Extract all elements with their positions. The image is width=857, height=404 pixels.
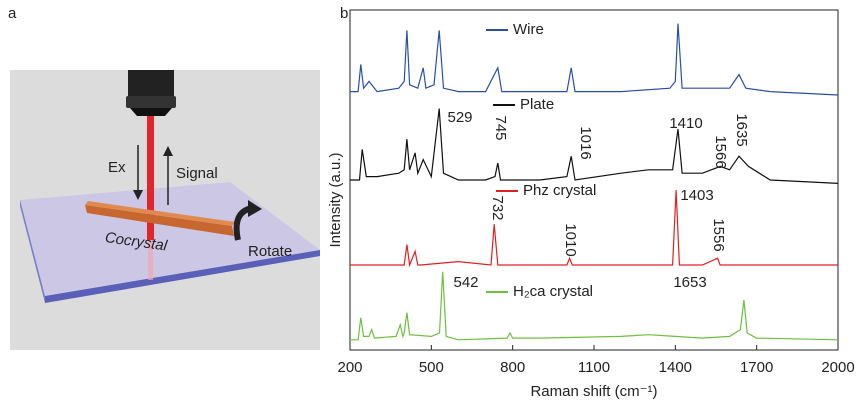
- panel-label: b: [340, 5, 348, 22]
- peak-label: 732: [489, 195, 506, 220]
- peak-label: 1410: [669, 115, 702, 132]
- cocrystal: [85, 205, 234, 236]
- objective: [126, 96, 176, 108]
- label: Rotate: [248, 243, 292, 260]
- peak-label: 1016: [577, 126, 594, 159]
- y-axis-label: Intensity (a.u.): [327, 152, 344, 247]
- spectrum: [350, 271, 839, 341]
- x-tick-label: 800: [500, 359, 525, 376]
- panel-label: a: [8, 5, 17, 22]
- laser-beam: [147, 115, 154, 240]
- x-tick-label: 200: [337, 359, 362, 376]
- x-tick-label: 2000: [821, 359, 854, 376]
- label: Signal: [176, 165, 218, 182]
- objective: [128, 70, 174, 100]
- objective: [130, 108, 172, 116]
- x-tick-label: 1100: [578, 359, 610, 376]
- legend-label: Plate: [520, 96, 554, 113]
- label: Ex: [108, 159, 126, 176]
- cocrystal: [85, 201, 235, 226]
- peak-label: 542: [453, 274, 478, 291]
- legend-label: Wire: [513, 21, 544, 38]
- spectrum: [350, 23, 839, 96]
- peak-label: 529: [447, 109, 472, 126]
- laser-reflection: [148, 240, 153, 280]
- plate-edge: [45, 250, 320, 303]
- peak-label: 1403: [680, 187, 713, 204]
- x-axis-label: Raman shift (cm⁻¹): [530, 383, 657, 400]
- spectrum: [350, 190, 838, 268]
- spectrum: [350, 108, 839, 184]
- peak-label: 1010: [562, 223, 579, 256]
- legend-label: Phz crystal: [523, 182, 596, 199]
- illustration: Ex Signal Cocrystal Rotate: [10, 70, 320, 350]
- plate-edge: [20, 200, 45, 303]
- peak-label: 1566: [712, 135, 729, 168]
- plot-frame: [349, 9, 839, 351]
- arrow: [163, 146, 173, 156]
- peak-label: 745: [492, 115, 509, 140]
- peak-label: 1635: [733, 113, 750, 146]
- x-tick-label: 1400: [659, 359, 692, 376]
- legend-label: H₂ca crystal: [513, 283, 593, 300]
- peak-label: 1556: [710, 218, 727, 251]
- peak-label: 1653: [673, 274, 706, 291]
- x-tick-label: 1700: [740, 359, 773, 376]
- arrow: [133, 190, 143, 200]
- x-tick-label: 500: [419, 359, 444, 376]
- rotate-arrow: [248, 200, 262, 217]
